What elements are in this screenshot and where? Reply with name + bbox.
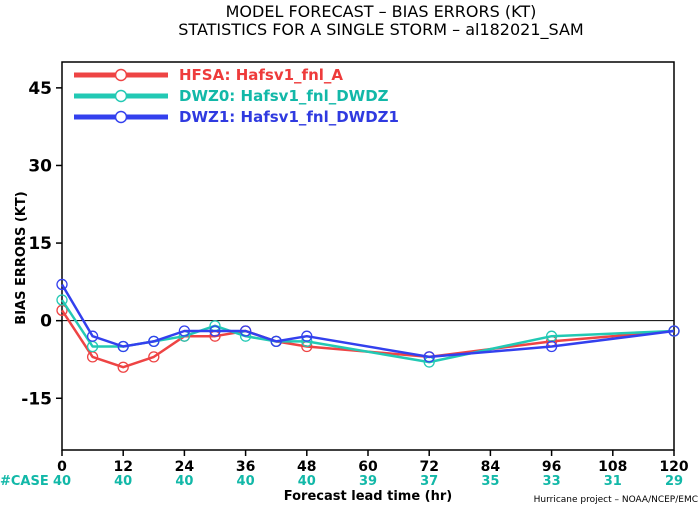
data-point-2 [239,325,252,337]
data-point-2 [86,330,99,342]
case-label: #CASE [0,474,49,489]
y-tick-label: 15 [28,234,52,254]
case-count: 40 [237,474,255,489]
x-tick-label: 108 [598,459,627,475]
x-tick-label: 24 [175,459,195,475]
legend-label-0: HFSA: Hafsv1_fnl_A [179,66,343,84]
data-point-2 [301,330,313,342]
x-tick-label: 84 [481,459,501,475]
data-point-2 [148,335,160,348]
x-tick-label: 96 [542,459,561,475]
case-count: 35 [481,474,499,489]
x-tick-label: 120 [659,459,688,475]
x-tick-label: 72 [419,459,438,475]
x-tick-label: 0 [57,459,67,475]
x-axis-label: Forecast lead time (hr) [284,489,452,504]
data-point-2 [270,335,282,348]
legend: HFSA: Hafsv1_fnl_A DWZ0: Hafsv1_fnl_DWDZ D… [74,66,399,126]
chart-subtitle: STATISTICS FOR A SINGLE STORM – al182021… [178,20,583,40]
legend-label-1: DWZ0: Hafsv1_fnl_DWDZ [179,87,389,105]
y-tick-label: -15 [21,389,52,409]
series-group [56,278,680,373]
y-tick-label: 30 [28,156,52,176]
chart-title: MODEL FORECAST – BIAS ERRORS (KT) [226,2,537,21]
data-point-0 [148,351,160,363]
y-axis-label: BIAS ERRORS (KT) [14,191,29,324]
x-tick-label: 48 [297,459,316,475]
case-count: 31 [604,474,622,489]
case-count: 40 [298,474,316,489]
data-point-2 [56,278,68,291]
legend-marker-1 [114,89,128,103]
data-point-0 [117,361,129,373]
data-point-2 [668,325,680,337]
data-point-2 [117,340,129,353]
x-tick-label: 36 [236,459,255,475]
y-tick-label: 0 [40,312,52,332]
data-point-2 [178,325,191,337]
case-count: 39 [359,474,377,489]
data-point-2 [209,325,221,337]
data-point-1 [56,294,68,306]
x-tick-label: 60 [358,459,378,475]
credit-text: Hurricane project – NOAA/NCEP/EMC [534,495,698,505]
plot-frame [61,61,675,451]
x-tick-label: 12 [113,459,132,475]
case-count: 29 [665,474,683,489]
legend-label-2: DWZ1: Hafsv1_fnl_DWDZ1 [179,108,399,126]
y-tick-label: 45 [28,79,52,99]
legend-marker-0 [114,68,128,82]
case-count: 40 [175,474,193,489]
data-point-2 [545,340,558,353]
plot-frame-group [61,61,675,451]
case-count: 40 [114,474,132,489]
axes-group: 45 30 15 0 -15 0 12 24 36 48 60 72 84 96 108 120 40 40 40 4… [21,79,689,489]
case-count: 33 [543,474,561,489]
legend-marker-2 [114,110,128,124]
case-count: 40 [53,474,71,489]
case-count: 37 [420,474,438,489]
data-point-2 [423,351,435,363]
